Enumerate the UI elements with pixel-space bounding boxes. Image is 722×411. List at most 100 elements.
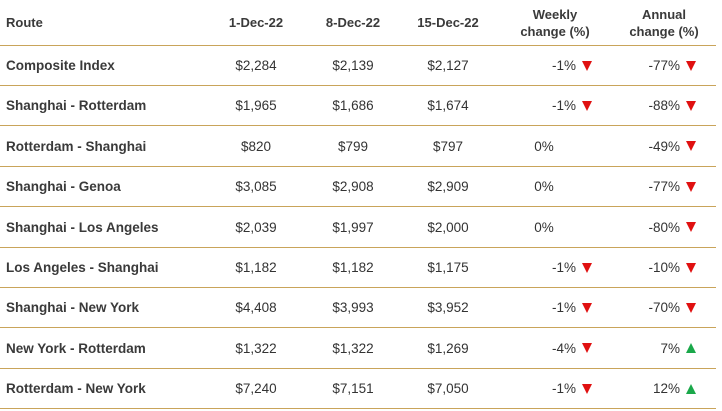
weekly-change-value: 0% — [534, 138, 554, 154]
weekly-change-value: -1% — [551, 381, 576, 397]
header-annual-change: Annual change (%) — [629, 6, 699, 39]
annual-change-value: -80% — [648, 219, 680, 235]
weekly-change: 0% — [500, 167, 610, 206]
rate-date-3: $2,000 — [427, 219, 469, 235]
route-name: Composite Index — [6, 58, 115, 73]
rate-date-2: $3,993 — [332, 300, 374, 316]
weekly-change: -4% — [500, 329, 610, 368]
rate-date-1: $1,182 — [235, 260, 277, 275]
annual-change-value: -88% — [648, 98, 680, 114]
rate-date-1: $4,408 — [235, 300, 277, 316]
rate-date-1: $3,085 — [235, 179, 277, 195]
rate-date-1: $2,284 — [235, 58, 277, 73]
route-name: Rotterdam - Shanghai — [6, 138, 147, 154]
annual-change: -49% — [612, 127, 716, 166]
header-date-2: 8-Dec-22 — [325, 15, 381, 30]
table-row: Composite Index $2,284 $2,139 $2,127 -1% -77% — [0, 46, 716, 86]
annual-change-value: -77% — [648, 58, 680, 73]
annual-change: -10% — [612, 248, 716, 287]
table-row: Shanghai - Los Angeles $2,039 $1,997 $2,000… — [0, 208, 716, 248]
down-arrow-icon — [582, 262, 592, 273]
weekly-change-value: -1% — [551, 300, 576, 316]
down-arrow-icon — [582, 100, 592, 111]
header-weekly-change: Weekly change (%) — [520, 6, 590, 39]
route-name: Shanghai - New York — [6, 300, 140, 316]
rate-date-3: $1,175 — [427, 260, 469, 275]
annual-change: -70% — [612, 288, 716, 327]
weekly-change-value: 0% — [534, 179, 554, 195]
down-arrow-icon — [686, 222, 696, 233]
rate-date-2: $1,322 — [332, 340, 374, 356]
down-arrow-icon — [582, 343, 592, 354]
rate-date-1: $7,240 — [235, 381, 277, 397]
down-arrow-icon — [686, 181, 696, 192]
down-arrow-icon — [582, 302, 592, 313]
rate-date-2: $7,151 — [332, 381, 374, 397]
rate-date-2: $1,686 — [332, 98, 374, 114]
weekly-change-value: 0% — [534, 219, 554, 235]
rate-date-2: $2,139 — [332, 58, 374, 73]
weekly-change: -1% — [500, 46, 610, 85]
rate-date-2: $2,908 — [332, 179, 374, 195]
rate-date-1: $1,965 — [235, 98, 277, 114]
annual-change-value: -10% — [648, 260, 680, 275]
route-name: Shanghai - Rotterdam — [6, 98, 147, 114]
route-name: Shanghai - Los Angeles — [6, 219, 159, 235]
weekly-change-value: -1% — [551, 58, 576, 73]
rate-date-1: $820 — [240, 138, 272, 154]
header-date-3: 15-Dec-22 — [417, 15, 479, 30]
annual-change-value: 7% — [660, 340, 680, 356]
table-row: Shanghai - New York $4,408 $3,993 $3,952 -1%… — [0, 288, 716, 329]
annual-change-value: -77% — [648, 179, 680, 195]
weekly-change-value: -4% — [551, 340, 576, 356]
table-row: Rotterdam - New York $7,240 $7,151 $7,050 -1… — [0, 369, 716, 410]
down-arrow-icon — [686, 60, 696, 71]
annual-change: -88% — [612, 86, 716, 125]
annual-change: -80% — [612, 208, 716, 247]
down-arrow-icon — [686, 302, 696, 313]
rate-date-3: $7,050 — [427, 381, 469, 397]
annual-change: -77% — [612, 167, 716, 206]
rate-date-2: $1,182 — [332, 260, 374, 275]
weekly-change: 0% — [500, 127, 610, 166]
weekly-change-value: -1% — [551, 98, 576, 114]
table-row: Rotterdam - Shanghai $820 $799 $797 0% -49% — [0, 127, 716, 167]
header-date-1: 1-Dec-22 — [228, 15, 284, 30]
down-arrow-icon — [686, 262, 696, 273]
table-header: Route 1-Dec-22 8-Dec-22 15-Dec-22 Weekly… — [0, 0, 716, 46]
rate-date-2: $799 — [337, 138, 369, 154]
weekly-change-value: -1% — [551, 260, 576, 275]
annual-change-value: -70% — [648, 300, 680, 316]
annual-change: -77% — [612, 46, 716, 85]
weekly-change: -1% — [500, 86, 610, 125]
route-name: Los Angeles - Shanghai — [6, 260, 159, 275]
rate-date-3: $2,909 — [427, 179, 469, 195]
weekly-change: -1% — [500, 248, 610, 287]
table-row: Los Angeles - Shanghai $1,182 $1,182 $1,175… — [0, 248, 716, 288]
weekly-change: -1% — [500, 369, 610, 408]
table-row: Shanghai - Genoa $3,085 $2,908 $2,909 0% -77% — [0, 167, 716, 208]
down-arrow-icon — [686, 141, 696, 152]
table-row: Shanghai - Rotterdam $1,965 $1,686 $1,674 -1… — [0, 86, 716, 127]
annual-change-value: -49% — [648, 138, 680, 154]
rate-date-3: $1,269 — [427, 340, 469, 356]
up-arrow-icon — [686, 383, 696, 394]
weekly-change: 0% — [500, 208, 610, 247]
table-row: New York - Rotterdam $1,322 $1,322 $1,269 -4… — [0, 329, 716, 369]
route-name: Rotterdam - New York — [6, 381, 146, 397]
header-route: Route — [6, 15, 43, 30]
rate-date-3: $1,674 — [427, 98, 469, 114]
down-arrow-icon — [582, 383, 592, 394]
down-arrow-icon — [686, 100, 696, 111]
down-arrow-icon — [582, 60, 592, 71]
route-name: Shanghai - Genoa — [6, 179, 121, 195]
rate-date-2: $1,997 — [332, 219, 374, 235]
annual-change: 12% — [612, 369, 716, 408]
annual-change: 7% — [612, 329, 716, 368]
rate-date-3: $3,952 — [427, 300, 469, 316]
annual-change-value: 12% — [652, 381, 680, 397]
rate-date-3: $2,127 — [427, 58, 469, 73]
route-name: New York - Rotterdam — [6, 340, 146, 356]
rate-date-1: $1,322 — [235, 340, 277, 356]
